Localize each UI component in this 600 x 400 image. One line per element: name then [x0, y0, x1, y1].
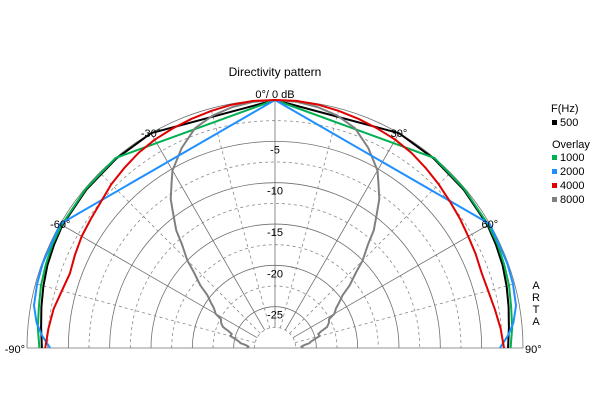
angle-tick-label: 30° [391, 128, 408, 140]
grid-spoke [284, 133, 400, 331]
grid-ring-minor [88, 161, 462, 349]
grid-spoke-minor [279, 108, 340, 329]
grid-spoke [60, 223, 258, 339]
angle-tick-label: 60° [481, 219, 498, 231]
watermark-letter: R [532, 292, 540, 304]
radial-tick-label: -10 [267, 186, 283, 198]
angle-tick-label: -30° [141, 128, 161, 140]
watermark-letter: A [532, 280, 540, 292]
series-layer [33, 99, 517, 349]
grid-spoke-minor [289, 172, 451, 334]
angle-tick-label: -90° [5, 344, 25, 356]
labels-layer: Directivity pattern 0°/ 0 dB -5 -10 -15 -20… [5, 65, 542, 356]
radial-tick-label: -15 [267, 227, 283, 239]
legend-label-4000: 4000 [560, 180, 584, 192]
legend-overlay-label: Overlay [552, 139, 590, 151]
grid-spoke-minor [210, 108, 271, 329]
legend-label-8000: 8000 [560, 194, 584, 206]
polar-grid [26, 99, 524, 349]
legend-header: F(Hz) [551, 103, 579, 115]
legend-label-1000: 1000 [560, 152, 584, 164]
series-line-4000 [44, 99, 505, 349]
grid-ring-minor [253, 326, 297, 349]
legend-swatch-4000 [552, 183, 557, 188]
center-label: 0°/ 0 dB [255, 89, 294, 101]
chart-title: Directivity pattern [229, 65, 322, 79]
angle-tick-label: 90° [525, 344, 542, 356]
grid-spoke [150, 133, 266, 331]
grid-spoke [292, 223, 490, 339]
radial-tick-label: -25 [267, 310, 283, 322]
legend-label-500: 500 [560, 117, 578, 129]
angle-tick-label: -60° [50, 219, 70, 231]
grid-spoke-minor [35, 283, 256, 344]
grid-spoke-minor [294, 283, 515, 344]
legend: F(Hz) Overlay 500 1000 2000 4000 8000 [551, 103, 590, 206]
grid-ring-minor [129, 202, 421, 349]
grid-spoke-minor [99, 172, 261, 334]
legend-swatch-2000 [552, 169, 557, 174]
legend-swatch-1000 [552, 155, 557, 160]
watermark-letter: A [532, 316, 540, 328]
legend-swatch-8000 [552, 197, 557, 202]
watermark-letter: T [533, 304, 540, 316]
radial-tick-label: -5 [270, 144, 280, 156]
radial-tick-label: -20 [267, 268, 283, 280]
legend-label-2000: 2000 [560, 166, 584, 178]
legend-swatch-500 [552, 120, 557, 125]
